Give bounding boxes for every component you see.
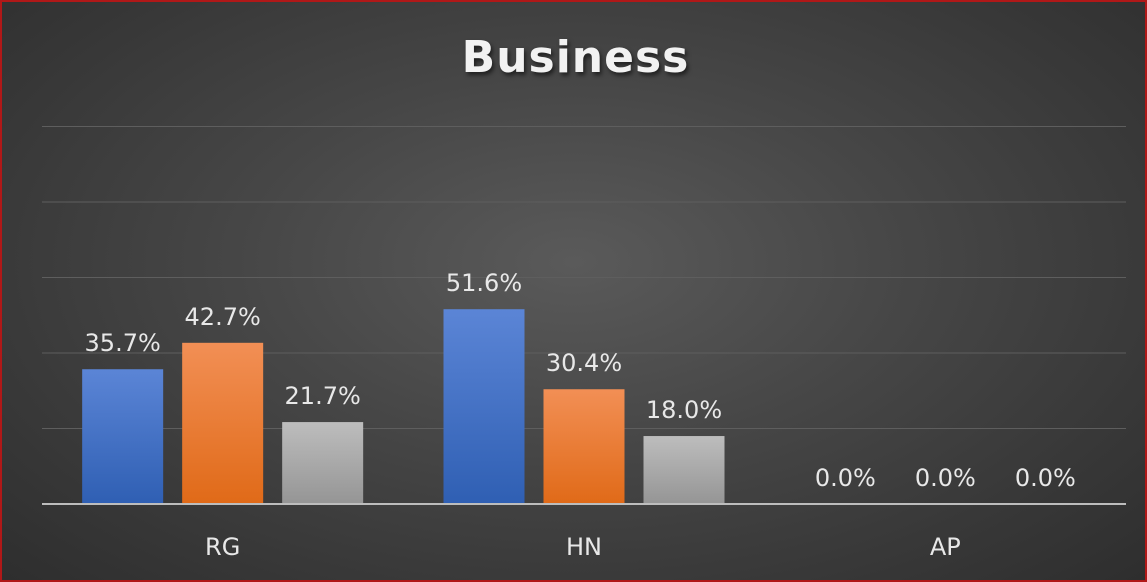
bar-rg-2 — [282, 422, 364, 504]
data-label: 35.7% — [85, 329, 161, 357]
x-tick-label: AP — [930, 533, 961, 561]
data-label: 21.7% — [285, 382, 361, 410]
data-label: 0.0% — [815, 464, 876, 492]
bar-hn-2 — [643, 436, 725, 504]
data-label: 30.4% — [546, 349, 622, 377]
x-tick-label: RG — [205, 533, 240, 561]
data-label: 42.7% — [185, 303, 261, 331]
bar-hn-1 — [543, 389, 625, 504]
bar-hn-0 — [443, 309, 525, 504]
data-labels: 35.7% 42.7% 21.7% 51.6% 30.4% 18.0% 0.0% 0.0% 0.… — [85, 269, 1076, 492]
bars — [82, 309, 725, 504]
data-label: 18.0% — [646, 396, 722, 424]
data-label: 0.0% — [1015, 464, 1076, 492]
x-axis: RG HN AP — [42, 503, 1126, 561]
bar-rg-1 — [182, 342, 264, 504]
data-label: 51.6% — [446, 269, 522, 297]
bar-rg-0 — [82, 369, 164, 504]
x-tick-label: HN — [566, 533, 602, 561]
chart-title: Business — [461, 32, 690, 83]
data-label: 0.0% — [915, 464, 976, 492]
